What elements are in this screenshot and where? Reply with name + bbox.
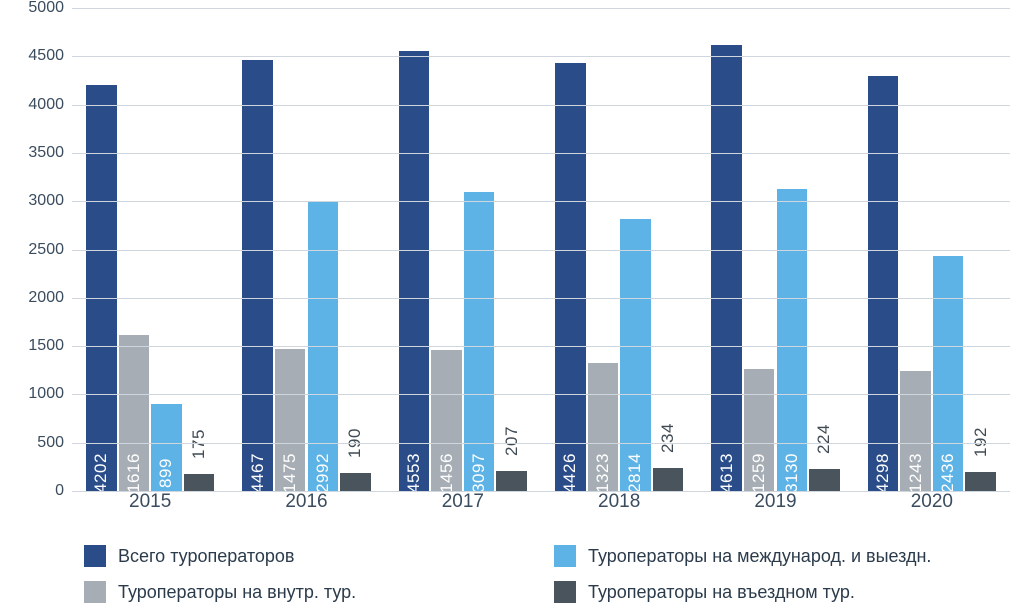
gridline bbox=[72, 56, 1010, 57]
bar-chart: 4202 1616 899 175 4467 1475 2992 190 4553 1456 309… bbox=[0, 0, 1024, 609]
y-axis-label: 5000 bbox=[8, 0, 64, 17]
bar-value-label: 2814 bbox=[625, 453, 645, 493]
x-axis-labels: 2015 2016 2017 2018 2019 2020 bbox=[72, 491, 1010, 517]
legend-label: Туроператоры на въездном тур. bbox=[588, 582, 855, 603]
gridline bbox=[72, 153, 1010, 154]
bar-value-label: 899 bbox=[156, 458, 176, 488]
bar-intl_out: 2436 bbox=[933, 256, 964, 491]
bar-domestic: 1456 bbox=[431, 350, 462, 491]
bar-inbound: 207 bbox=[496, 471, 527, 491]
x-axis-label: 2016 bbox=[285, 491, 327, 513]
bar-value-label: 234 bbox=[658, 423, 678, 453]
bar-domestic: 1616 bbox=[119, 335, 150, 491]
gridline bbox=[72, 443, 1010, 444]
bar-value-label: 4467 bbox=[248, 453, 268, 493]
bar-intl_out: 899 bbox=[151, 404, 182, 491]
legend-label: Туроператоры на внутр. тур. bbox=[118, 582, 356, 603]
bar-value-label: 175 bbox=[189, 429, 209, 459]
legend-item-intl_out: Туроператоры на международ. и выездн. bbox=[554, 545, 1014, 567]
legend-swatch bbox=[84, 581, 106, 603]
bar-value-label: 4553 bbox=[404, 453, 424, 493]
legend-item-inbound: Туроператоры на въездном тур. bbox=[554, 581, 1014, 603]
bar-value-label: 2992 bbox=[313, 453, 333, 493]
bar-total: 4298 bbox=[868, 76, 899, 491]
gridline bbox=[72, 201, 1010, 202]
bar-domestic: 1243 bbox=[900, 371, 931, 491]
legend: Всего туроператоров Туроператоры на между… bbox=[84, 545, 1014, 603]
bar-inbound: 234 bbox=[653, 468, 684, 491]
bar-domestic: 1475 bbox=[275, 349, 306, 491]
gridline bbox=[72, 105, 1010, 106]
bar-intl_out: 3130 bbox=[777, 189, 808, 491]
bar-value-label: 207 bbox=[502, 426, 522, 456]
y-axis-label: 0 bbox=[8, 482, 64, 500]
gridline bbox=[72, 8, 1010, 9]
bar-intl_out: 3097 bbox=[464, 192, 495, 491]
bar-value-label: 1259 bbox=[749, 453, 769, 493]
bar-total: 4467 bbox=[242, 60, 273, 492]
y-axis-label: 2000 bbox=[8, 289, 64, 307]
bar-intl_out: 2814 bbox=[620, 219, 651, 491]
bar-inbound: 190 bbox=[340, 473, 371, 491]
legend-item-total: Всего туроператоров bbox=[84, 545, 544, 567]
plot-area: 4202 1616 899 175 4467 1475 2992 190 4553 1456 309… bbox=[72, 8, 1010, 491]
bar-inbound: 224 bbox=[809, 469, 840, 491]
bar-value-label: 1456 bbox=[437, 453, 457, 493]
bar-value-label: 1243 bbox=[906, 453, 926, 493]
x-axis-label: 2020 bbox=[911, 491, 953, 513]
y-axis-label: 1000 bbox=[8, 385, 64, 403]
bar-total: 4426 bbox=[555, 63, 586, 491]
legend-swatch bbox=[554, 581, 576, 603]
legend-item-domestic: Туроператоры на внутр. тур. bbox=[84, 581, 544, 603]
bar-domestic: 1323 bbox=[588, 363, 619, 491]
y-axis-label: 1500 bbox=[8, 337, 64, 355]
y-axis-label: 500 bbox=[8, 434, 64, 452]
bar-value-label: 1323 bbox=[593, 453, 613, 493]
bar-value-label: 4613 bbox=[717, 453, 737, 493]
y-axis-label: 4000 bbox=[8, 96, 64, 114]
bar-value-label: 3097 bbox=[469, 453, 489, 493]
bar-total: 4553 bbox=[399, 51, 430, 491]
bar-value-label: 4426 bbox=[560, 453, 580, 493]
legend-label: Туроператоры на международ. и выездн. bbox=[588, 546, 931, 567]
bar-total: 4613 bbox=[711, 45, 742, 491]
bar-total: 4202 bbox=[86, 85, 117, 491]
gridline bbox=[72, 298, 1010, 299]
bar-value-label: 4298 bbox=[873, 453, 893, 493]
x-axis-label: 2017 bbox=[442, 491, 484, 513]
bar-domestic: 1259 bbox=[744, 369, 775, 491]
legend-swatch bbox=[84, 545, 106, 567]
y-axis-label: 3500 bbox=[8, 144, 64, 162]
bar-value-label: 224 bbox=[814, 424, 834, 454]
legend-swatch bbox=[554, 545, 576, 567]
y-axis-label: 2500 bbox=[8, 241, 64, 259]
bar-value-label: 1616 bbox=[124, 453, 144, 493]
bar-value-label: 2436 bbox=[938, 453, 958, 493]
bar-value-label: 3130 bbox=[782, 453, 802, 493]
x-axis-label: 2018 bbox=[598, 491, 640, 513]
bar-value-label: 4202 bbox=[91, 453, 111, 493]
bar-inbound: 192 bbox=[965, 472, 996, 491]
legend-label: Всего туроператоров bbox=[118, 546, 294, 567]
bar-inbound: 175 bbox=[184, 474, 215, 491]
gridline bbox=[72, 394, 1010, 395]
y-axis-label: 3000 bbox=[8, 192, 64, 210]
x-axis-label: 2019 bbox=[754, 491, 796, 513]
gridline bbox=[72, 346, 1010, 347]
gridline bbox=[72, 250, 1010, 251]
y-axis-label: 4500 bbox=[8, 47, 64, 65]
bar-value-label: 1475 bbox=[280, 453, 300, 493]
x-axis-label: 2015 bbox=[129, 491, 171, 513]
